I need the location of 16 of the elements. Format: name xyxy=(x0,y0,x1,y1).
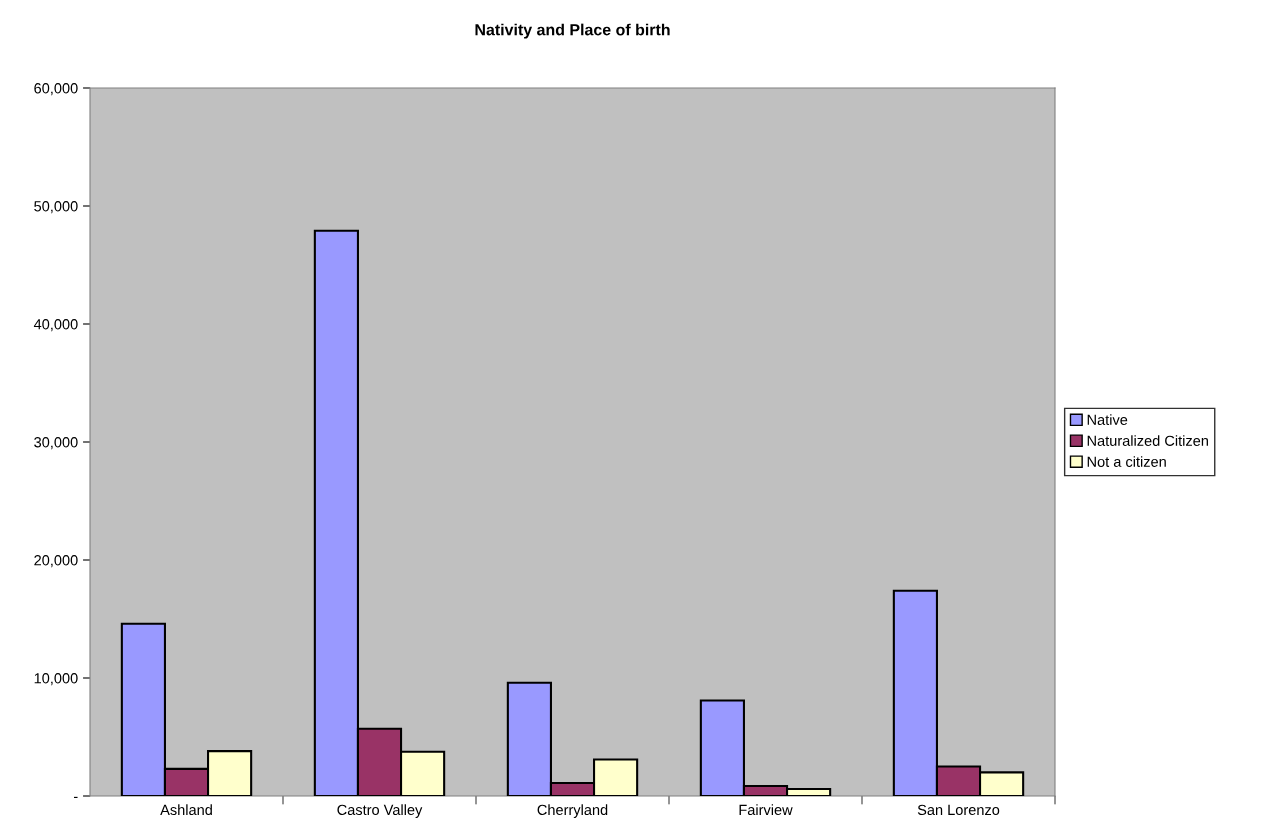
y-tick-label: 50,000 xyxy=(34,201,78,214)
legend-label: Naturalized Citizen xyxy=(1087,435,1208,446)
x-tick-label: Castro Valley xyxy=(337,804,423,818)
chart-title: Nativity and Place of birth xyxy=(475,23,670,39)
y-tick-label: 20,000 xyxy=(34,555,78,568)
x-tick-label: Fairview xyxy=(739,804,793,816)
x-tick-label: Ashland xyxy=(160,804,212,816)
y-tick-label: 40,000 xyxy=(33,319,78,332)
legend-label: Not a citizen xyxy=(1087,456,1166,467)
y-tick-label: - xyxy=(73,796,78,798)
x-tick-label: San Lorenzo xyxy=(917,804,1000,816)
legend-label: Native xyxy=(1087,414,1128,425)
y-tick-label: 10,000 xyxy=(34,673,78,686)
y-tick-label: 30,000 xyxy=(34,437,78,450)
x-tick-label: Cherryland xyxy=(537,804,608,818)
y-tick-label: 60,000 xyxy=(34,83,78,96)
